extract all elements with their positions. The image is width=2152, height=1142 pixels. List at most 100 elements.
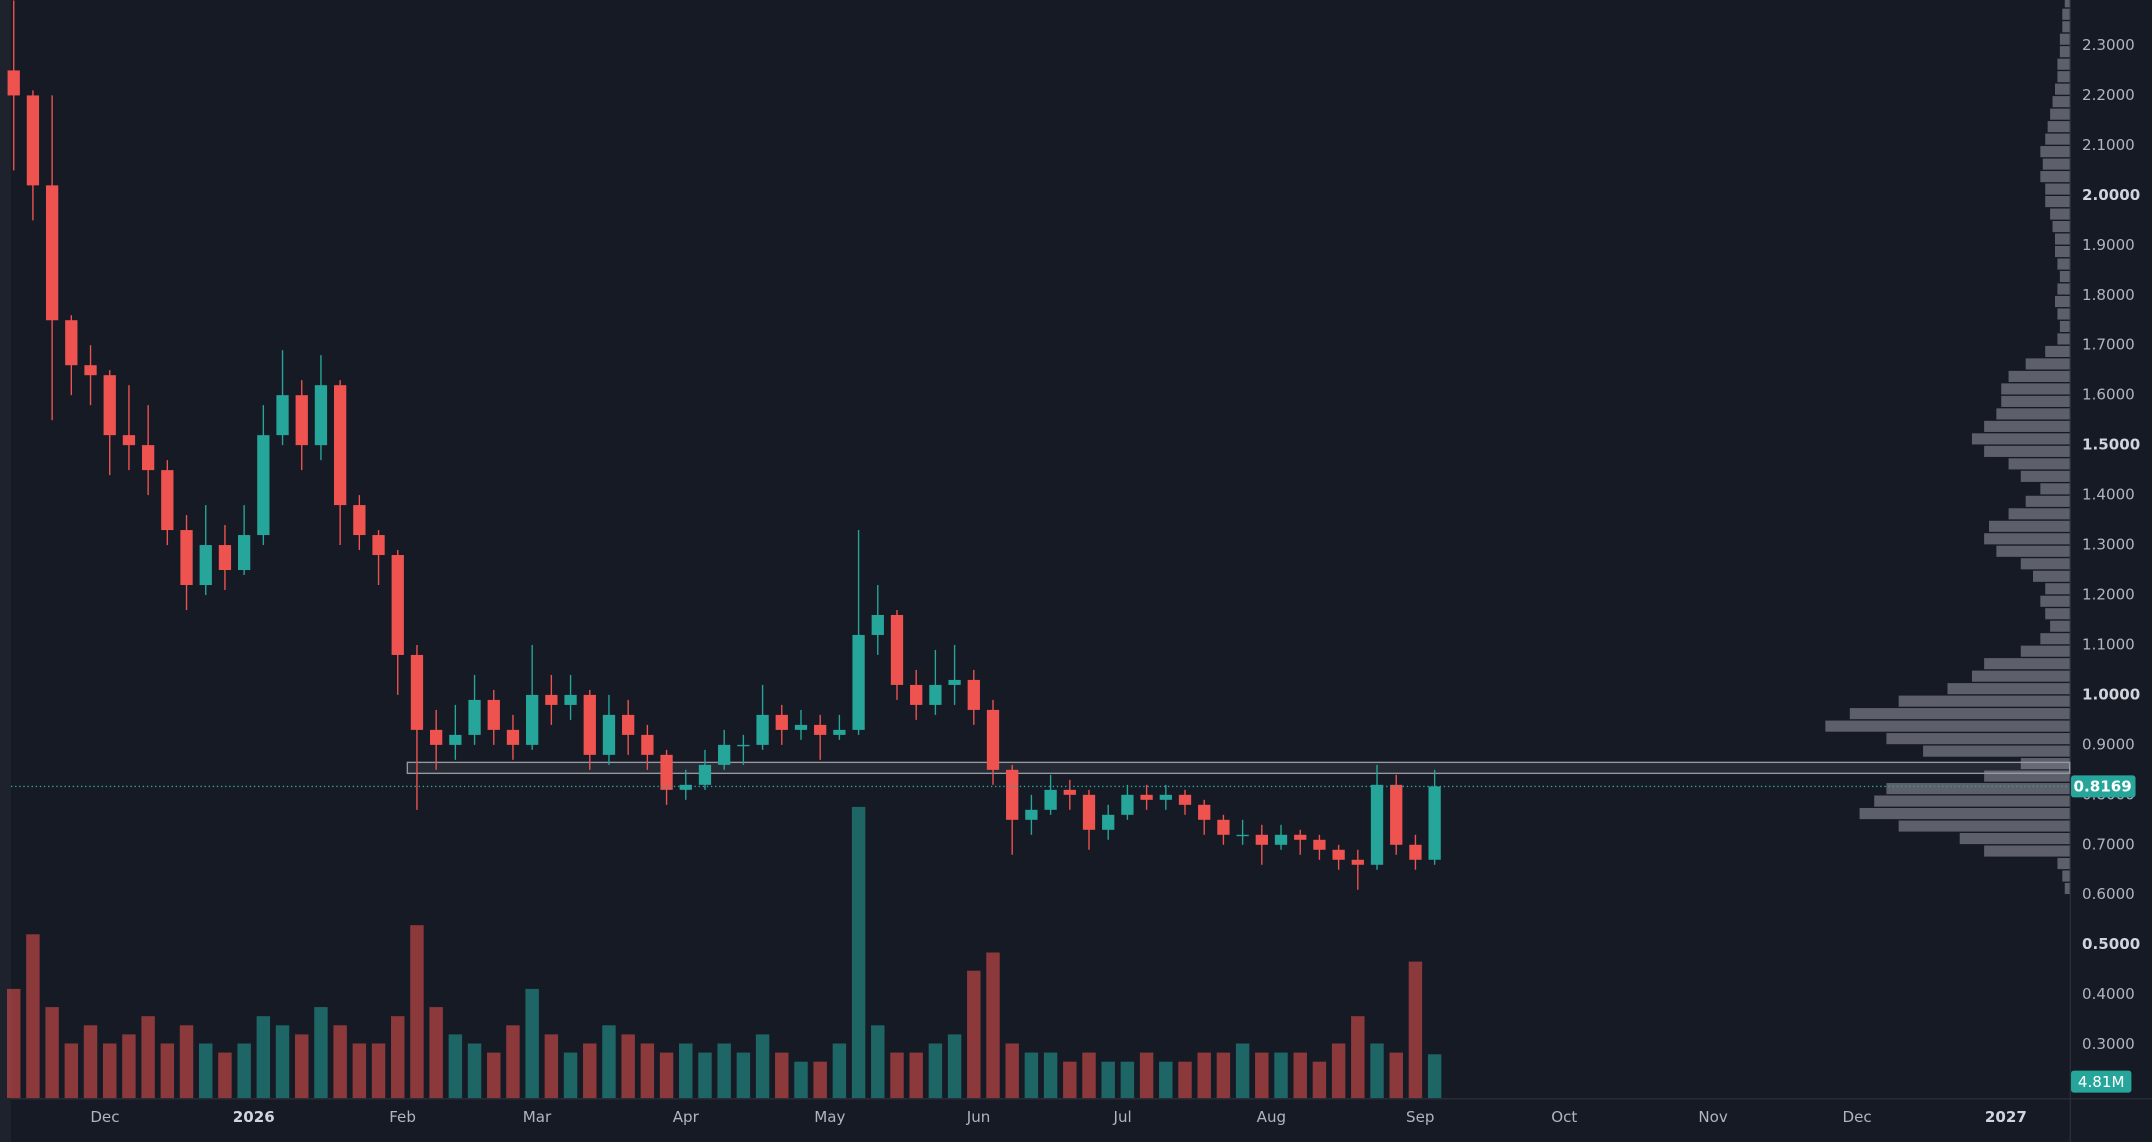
profile-bar bbox=[2045, 583, 2070, 595]
candle-body bbox=[1006, 769, 1019, 820]
profile-bar bbox=[2040, 483, 2070, 495]
x-tick-label: Mar bbox=[523, 1108, 552, 1126]
profile-bar bbox=[1849, 708, 2070, 720]
volume-bar bbox=[467, 1043, 482, 1099]
profile-bar bbox=[2040, 171, 2070, 183]
volume-bar bbox=[1005, 1043, 1019, 1099]
profile-bar bbox=[1971, 670, 2070, 682]
profile-bar bbox=[2008, 370, 2070, 382]
volume-bar bbox=[1351, 1016, 1365, 1099]
candle-body bbox=[871, 614, 884, 635]
candle-body bbox=[257, 435, 270, 536]
candle-body bbox=[679, 784, 692, 790]
volume-bar bbox=[621, 1034, 635, 1099]
volume-bar bbox=[256, 1016, 271, 1099]
profile-bar bbox=[1984, 445, 2070, 457]
y-tick-label: 0.5000 bbox=[2082, 935, 2140, 953]
profile-bar bbox=[1886, 733, 2070, 745]
y-tick-label: 2.2000 bbox=[2082, 86, 2135, 104]
volume-bar bbox=[64, 1043, 79, 1099]
volume-bar bbox=[1120, 1061, 1135, 1099]
y-tick-label: 1.1000 bbox=[2082, 635, 2135, 653]
volume-tag bbox=[2071, 1070, 2132, 1093]
volume-bar bbox=[295, 1034, 309, 1099]
y-tick-label: 1.9000 bbox=[2082, 236, 2135, 254]
profile-bar bbox=[2001, 383, 2070, 395]
volume-bar bbox=[314, 1007, 328, 1099]
x-tick-label: Jun bbox=[966, 1108, 991, 1126]
candle-body bbox=[65, 320, 78, 366]
volume-bar bbox=[429, 1007, 443, 1099]
last-price-tag bbox=[2071, 775, 2136, 798]
candle-body bbox=[1082, 794, 1096, 830]
volume-bar bbox=[1101, 1061, 1115, 1099]
candle-body bbox=[84, 365, 97, 376]
volume-bar bbox=[679, 1043, 693, 1099]
volume-bar bbox=[371, 1043, 386, 1099]
candle-body bbox=[276, 395, 289, 436]
profile-bar bbox=[2054, 233, 2070, 245]
last-price-label: 0.8169 bbox=[2073, 778, 2131, 796]
volume-bar bbox=[775, 1052, 789, 1099]
x-tick-label: May bbox=[814, 1108, 845, 1126]
candle-body bbox=[1044, 789, 1057, 810]
candle-body bbox=[698, 764, 712, 785]
candle-body bbox=[372, 535, 385, 556]
volume-bar bbox=[1024, 1052, 1039, 1099]
profile-bar bbox=[1971, 433, 2070, 445]
volume-bar bbox=[122, 1034, 136, 1099]
profile-bar bbox=[1959, 832, 2070, 845]
profile-bar bbox=[2057, 333, 2070, 345]
candle-body bbox=[218, 545, 232, 571]
volume-bar bbox=[755, 1034, 770, 1099]
x-tick-label: Feb bbox=[389, 1108, 416, 1126]
candle-body bbox=[449, 734, 462, 745]
volume-bar bbox=[1139, 1052, 1154, 1099]
volume-bar bbox=[813, 1061, 827, 1099]
profile-bar bbox=[2064, 882, 2070, 895]
candle-body bbox=[1409, 844, 1422, 860]
candle-body bbox=[199, 545, 212, 586]
profile-bar bbox=[2008, 458, 2070, 470]
candle-body bbox=[526, 694, 539, 745]
profile-bar bbox=[2062, 21, 2070, 33]
volume-bar bbox=[1063, 1061, 1077, 1099]
profile-bar bbox=[2045, 608, 2070, 620]
volume-bar bbox=[1370, 1043, 1384, 1099]
volume-bar bbox=[986, 952, 1000, 1099]
profile-bar bbox=[1984, 770, 2070, 782]
volume-bar bbox=[391, 1016, 405, 1099]
y-tick-label: 1.8000 bbox=[2082, 286, 2135, 304]
profile-bar bbox=[2047, 121, 2070, 133]
profile-bar bbox=[2057, 58, 2070, 70]
candle-body bbox=[1313, 839, 1326, 850]
profile-bar bbox=[2025, 495, 2070, 507]
volume-bar bbox=[947, 1034, 962, 1099]
candle-body bbox=[161, 470, 174, 531]
profile-bar bbox=[2045, 196, 2070, 208]
candle-body bbox=[1121, 794, 1134, 815]
candle-body bbox=[794, 724, 808, 730]
profile-bar bbox=[2033, 570, 2070, 582]
candle-body bbox=[45, 185, 59, 321]
candle-body bbox=[718, 744, 731, 765]
candle-body bbox=[1274, 834, 1288, 845]
volume-bar bbox=[1408, 961, 1423, 1099]
candle-body bbox=[1255, 834, 1268, 845]
x-tick-label: Sep bbox=[1406, 1108, 1434, 1126]
volume-bar bbox=[871, 1025, 885, 1099]
y-tick-label: 1.4000 bbox=[2082, 486, 2135, 504]
candle-body bbox=[1178, 794, 1192, 805]
y-tick-label: 0.3000 bbox=[2082, 1035, 2135, 1053]
volume-bar bbox=[1389, 1052, 1403, 1099]
profile-bar bbox=[2020, 558, 2070, 570]
profile-bar bbox=[2059, 46, 2070, 58]
profile-bar bbox=[2045, 345, 2070, 358]
candle-body bbox=[1390, 784, 1403, 845]
volume-bar bbox=[1197, 1052, 1211, 1099]
profile-bar bbox=[2050, 208, 2070, 220]
profile-bar bbox=[2040, 146, 2070, 158]
candle-body bbox=[545, 694, 558, 705]
y-tick-label: 1.5000 bbox=[2082, 436, 2140, 454]
